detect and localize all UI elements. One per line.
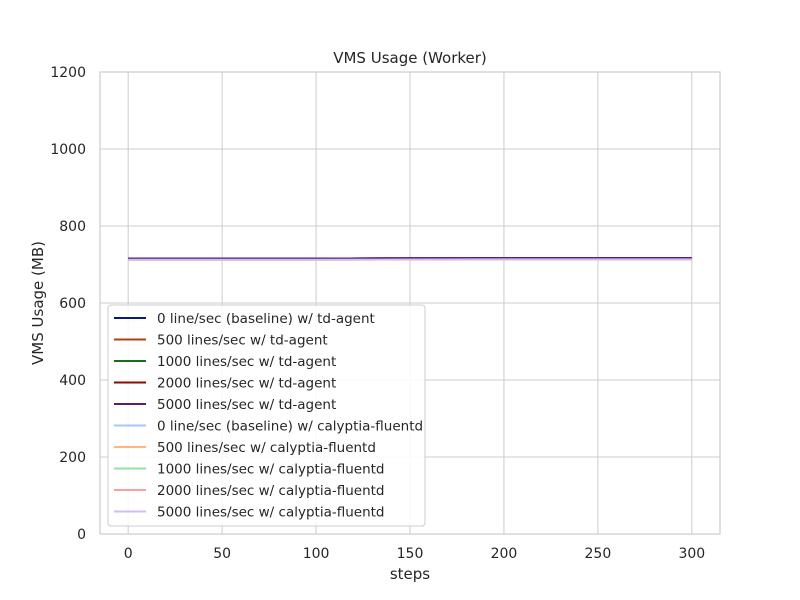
x-tick-label: 150 [397, 546, 424, 562]
y-tick-label: 200 [59, 450, 86, 466]
x-tick-label: 200 [491, 546, 518, 562]
x-axis-ticks: 0 50 100 150 200 250 300 [124, 546, 705, 562]
chart-title: VMS Usage (Worker) [333, 49, 487, 67]
legend-label: 5000 lines/sec w/ td-agent [157, 397, 336, 413]
legend-label: 5000 lines/sec w/ calyptia-fluentd [157, 505, 385, 521]
y-tick-label: 1200 [50, 65, 86, 81]
y-tick-label: 600 [59, 296, 86, 312]
x-tick-label: 100 [303, 546, 330, 562]
x-tick-label: 50 [213, 546, 231, 562]
y-tick-label: 1000 [50, 142, 86, 158]
legend-label: 2000 lines/sec w/ td-agent [157, 376, 336, 392]
legend-box [107, 304, 426, 527]
x-tick-label: 300 [678, 546, 705, 562]
legend-label: 1000 lines/sec w/ td-agent [157, 354, 336, 370]
legend-label: 2000 lines/sec w/ calyptia-fluentd [157, 483, 385, 499]
legend-label: 0 line/sec (baseline) w/ calyptia-fluent… [157, 419, 423, 435]
legend-label: 500 lines/sec w/ calyptia-fluentd [157, 440, 376, 456]
legend-label: 500 lines/sec w/ td-agent [157, 333, 328, 349]
y-tick-label: 800 [59, 219, 86, 235]
legend-label: 1000 lines/sec w/ calyptia-fluentd [157, 462, 385, 478]
y-tick-label: 400 [59, 373, 86, 389]
plot-frame [99, 71, 721, 535]
legend-label: 0 line/sec (baseline) w/ td-agent [157, 311, 375, 327]
y-axis-ticks: 0 200 400 600 800 1000 1200 [50, 65, 86, 543]
x-tick-label: 250 [585, 546, 612, 562]
series-layer [128, 257, 692, 261]
y-axis-title: VMS Usage (MB) [29, 241, 47, 365]
y-tick-label: 0 [77, 527, 86, 543]
x-axis-title: steps [390, 565, 430, 583]
x-tick-label: 0 [124, 546, 133, 562]
legend: 0 line/sec (baseline) w/ td-agent 500 lin… [107, 304, 426, 527]
